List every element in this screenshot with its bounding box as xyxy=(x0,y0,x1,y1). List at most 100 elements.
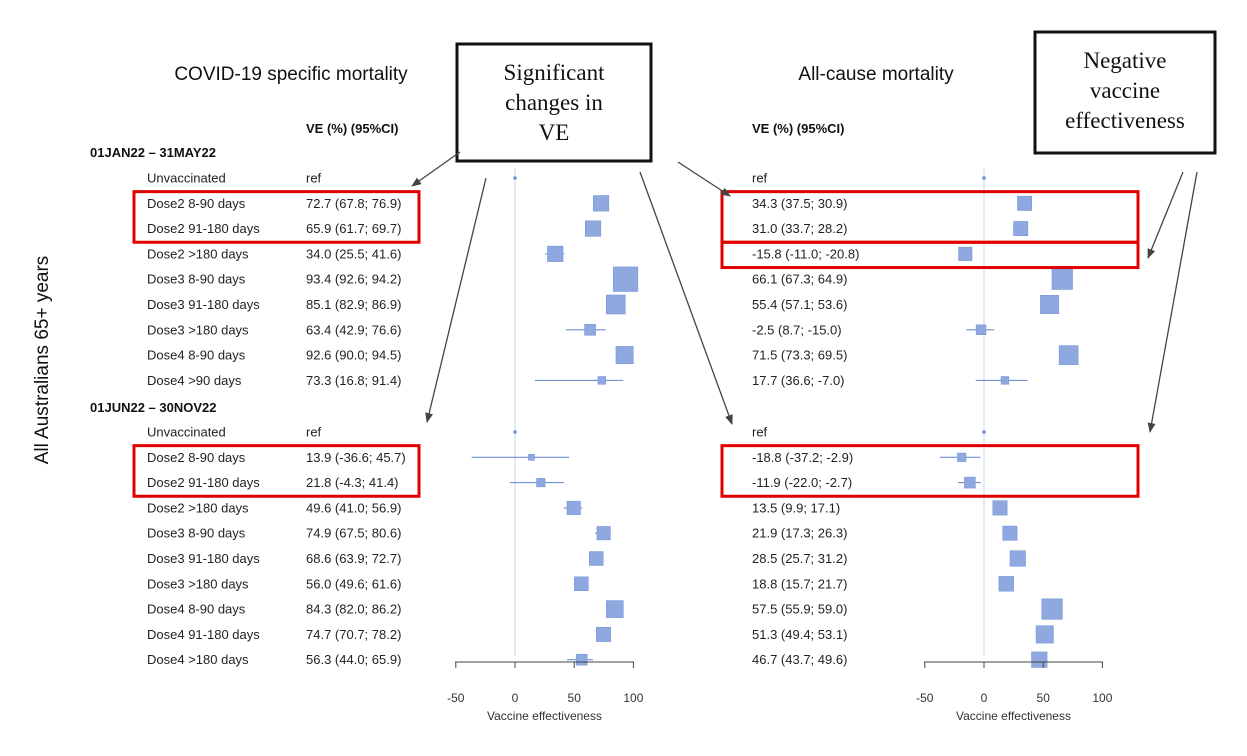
point-estimate-marker xyxy=(536,478,546,488)
row-label: Dose3 >180 days xyxy=(147,322,249,337)
reference-point xyxy=(513,430,517,434)
ve-value-label: 63.4 (42.9; 76.6) xyxy=(306,322,401,337)
x-tick-label: -50 xyxy=(447,691,465,705)
point-estimate-marker xyxy=(584,324,596,336)
row-label: Dose3 8-90 days xyxy=(147,526,246,541)
ve-value-label: 18.8 (15.7; 21.7) xyxy=(752,576,847,591)
arrow xyxy=(411,151,461,187)
row-label: Dose2 8-90 days xyxy=(147,196,246,211)
panel-title-covid: COVID-19 specific mortality xyxy=(174,64,408,85)
ve-value-label: 74.7 (70.7; 78.2) xyxy=(306,627,401,642)
arrow xyxy=(639,171,733,425)
highlight-box xyxy=(720,240,1140,270)
x-tick-label: 100 xyxy=(623,691,643,705)
ve-value-label: 28.5 (25.7; 31.2) xyxy=(752,551,847,566)
ve-value-label: 73.3 (16.8; 91.4) xyxy=(306,373,401,388)
ve-value-label: 55.4 (57.1; 53.6) xyxy=(752,297,847,312)
ve-value-label: 71.5 (73.3; 69.5) xyxy=(752,348,847,363)
row-label: Dose4 8-90 days xyxy=(147,348,246,363)
ve-value-label: 21.8 (-4.3; 41.4) xyxy=(306,475,399,490)
point-estimate-marker xyxy=(964,476,976,489)
ve-value-label: 13.9 (-36.6; 45.7) xyxy=(306,450,406,465)
point-estimate-marker xyxy=(958,246,973,261)
point-estimate-marker xyxy=(574,576,589,592)
point-estimate-marker xyxy=(1013,221,1029,237)
row-label: Dose2 8-90 days xyxy=(147,450,246,465)
row-label: Dose4 >90 days xyxy=(147,373,242,388)
ve-value-label: 17.7 (36.6; -7.0) xyxy=(752,373,845,388)
ve-value-label: 85.1 (82.9; 86.9) xyxy=(306,297,401,312)
row-label: Dose3 91-180 days xyxy=(147,551,260,566)
rows-layer: Unvaccinated ref Dose2 8-90 days 72.7 (67.8… xyxy=(147,171,859,668)
point-estimate-marker xyxy=(596,626,611,642)
point-estimate-marker xyxy=(1017,195,1033,211)
row-label: Unvaccinated xyxy=(147,425,226,440)
ve-value-label: -15.8 (-11.0; -20.8) xyxy=(752,246,859,261)
x-tick-label: 0 xyxy=(512,691,519,705)
reference-point xyxy=(513,176,517,180)
point-estimate-marker xyxy=(957,452,967,462)
point-estimate-marker xyxy=(605,294,626,315)
ve-value-label: 72.7 (67.8; 76.9) xyxy=(306,196,401,211)
point-estimate-marker xyxy=(1000,376,1010,385)
ve-value-label: -2.5 (8.7; -15.0) xyxy=(752,322,842,337)
row-label: Dose3 91-180 days xyxy=(147,297,260,312)
ve-value-label: ref xyxy=(306,171,322,186)
column-header-covid: VE (%) (95%CI) xyxy=(306,121,398,136)
point-estimate-marker xyxy=(1009,550,1026,567)
arrow xyxy=(1147,171,1184,259)
ve-value-label: ref xyxy=(752,425,768,440)
ve-value-label: 34.0 (25.5; 41.6) xyxy=(306,246,401,261)
ve-value-label: 34.3 (37.5; 30.9) xyxy=(752,196,847,211)
row-label: Dose3 8-90 days xyxy=(147,272,246,287)
point-estimate-marker xyxy=(613,266,639,292)
highlight-box xyxy=(720,444,1140,498)
highlight-box xyxy=(132,444,421,498)
point-estimate-marker xyxy=(615,346,634,365)
highlight-layer xyxy=(132,190,1140,498)
point-estimate-marker xyxy=(998,576,1014,592)
point-estimate-marker xyxy=(584,220,602,237)
arrow xyxy=(1147,171,1198,433)
ve-value-label: 56.3 (44.0; 65.9) xyxy=(306,652,401,667)
highlight-box xyxy=(132,190,421,244)
point-estimate-marker xyxy=(575,653,588,666)
point-estimate-marker xyxy=(1031,651,1048,668)
ve-value-label: 66.1 (67.3; 64.9) xyxy=(752,272,847,287)
point-estimate-marker xyxy=(528,454,535,461)
callout-negative-effectiveness: Negative vaccine effectiveness xyxy=(1033,30,1217,155)
ve-value-label: 74.9 (67.5; 80.6) xyxy=(306,526,401,541)
ve-value-label: 51.3 (49.4; 53.1) xyxy=(752,627,847,642)
point-estimate-marker xyxy=(593,195,610,212)
reference-point xyxy=(982,430,986,434)
arrow xyxy=(425,177,487,423)
x-tick-label: 100 xyxy=(1092,691,1112,705)
callout-significant-changes: Significant changes in VE xyxy=(455,42,653,163)
ve-value-label: 57.5 (55.9; 59.0) xyxy=(752,602,847,617)
row-label: Dose4 >180 days xyxy=(147,652,249,667)
x-tick-label: -50 xyxy=(916,691,934,705)
point-estimate-marker xyxy=(1051,268,1073,290)
ve-value-label: ref xyxy=(752,171,768,186)
ve-value-label: 49.6 (41.0; 56.9) xyxy=(306,500,401,515)
callout-arrows xyxy=(411,151,1198,433)
point-estimate-marker xyxy=(1041,598,1063,620)
ve-value-label: 84.3 (82.0; 86.2) xyxy=(306,602,401,617)
point-estimate-marker xyxy=(992,500,1008,516)
period-label-1: 01JAN22 – 31MAY22 xyxy=(90,145,216,160)
callout-line: Significant xyxy=(504,60,606,85)
row-label: Dose4 8-90 days xyxy=(147,602,246,617)
callout-line: changes in xyxy=(505,90,603,115)
ve-value-label: -18.8 (-37.2; -2.9) xyxy=(752,450,853,465)
callout-line: effectiveness xyxy=(1065,108,1185,133)
ve-value-label: 92.6 (90.0; 94.5) xyxy=(306,348,401,363)
point-estimate-marker xyxy=(1058,345,1079,365)
arrow xyxy=(677,161,731,197)
ve-value-label: -11.9 (-22.0; -2.7) xyxy=(752,475,852,490)
row-label: Dose2 91-180 days xyxy=(147,221,260,236)
point-estimate-marker xyxy=(1002,525,1018,541)
row-label: Dose2 91-180 days xyxy=(147,475,260,490)
row-label: Unvaccinated xyxy=(147,171,226,186)
x-axis-label: Vaccine effectiveness xyxy=(956,709,1071,723)
